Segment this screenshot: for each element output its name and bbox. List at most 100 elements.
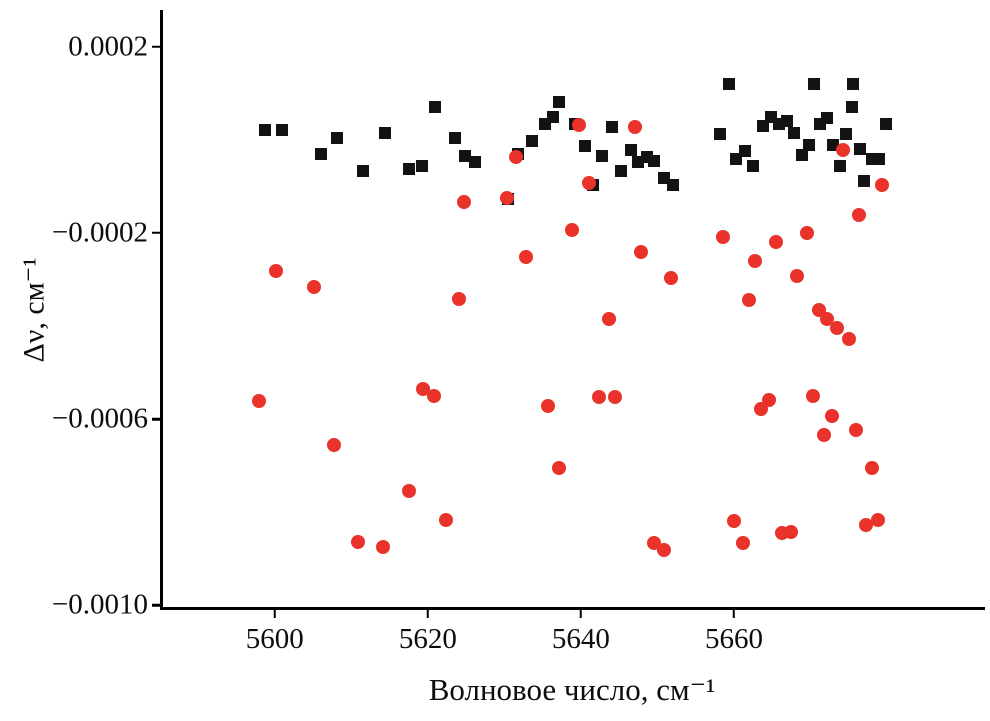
data-point-square bbox=[449, 132, 462, 145]
data-point-circle bbox=[351, 535, 366, 550]
data-point-circle bbox=[426, 389, 441, 404]
data-point-square bbox=[821, 112, 834, 125]
plot-area: 5600 5620 5640 5660 0.0002 −0.0002 −0.0006 −0.0… bbox=[52, 10, 985, 655]
x-axis-title: Волновое число, см⁻¹ bbox=[428, 672, 716, 707]
data-point-circle bbox=[790, 268, 805, 283]
data-point-circle bbox=[820, 311, 835, 326]
data-point-square bbox=[845, 101, 858, 114]
data-point-circle bbox=[376, 539, 391, 554]
data-point-circle bbox=[508, 150, 523, 165]
data-point-circle bbox=[540, 398, 555, 413]
data-point-circle bbox=[716, 230, 731, 245]
data-point-square bbox=[796, 149, 809, 162]
data-point-square bbox=[459, 150, 472, 163]
data-point-circle bbox=[742, 293, 757, 308]
data-point-square bbox=[258, 123, 271, 136]
data-point-square bbox=[880, 117, 893, 130]
data-point-square bbox=[606, 121, 619, 134]
data-point-circle bbox=[816, 427, 831, 442]
data-point-circle bbox=[736, 536, 751, 551]
data-point-circle bbox=[783, 524, 798, 539]
data-point-circle bbox=[634, 244, 649, 259]
data-point-circle bbox=[439, 512, 454, 527]
data-point-square bbox=[807, 77, 820, 90]
y-tick-label: −0.0006 bbox=[51, 402, 148, 435]
data-point-square bbox=[667, 178, 680, 191]
data-point-square bbox=[525, 135, 538, 148]
data-point-circle bbox=[824, 409, 839, 424]
data-point-square bbox=[578, 140, 591, 153]
data-point-circle bbox=[747, 253, 762, 268]
data-point-square bbox=[469, 156, 482, 169]
y-tick-mark bbox=[152, 45, 163, 48]
data-point-square bbox=[657, 171, 670, 184]
data-point-circle bbox=[835, 143, 850, 158]
data-point-square bbox=[403, 163, 416, 176]
y-tick-label: −0.0010 bbox=[51, 588, 148, 621]
data-point-circle bbox=[499, 190, 514, 205]
data-point-square bbox=[625, 144, 638, 157]
y-tick-label: 0.0002 bbox=[68, 30, 148, 63]
data-point-circle bbox=[830, 321, 845, 336]
data-point-square bbox=[547, 110, 560, 123]
data-point-circle bbox=[306, 279, 321, 294]
x-tick-label: 5640 bbox=[551, 623, 610, 655]
data-point-circle bbox=[572, 118, 587, 133]
data-point-circle bbox=[564, 223, 579, 238]
data-point-circle bbox=[251, 394, 266, 409]
data-point-square bbox=[747, 160, 760, 173]
data-point-square bbox=[378, 127, 391, 140]
data-point-circle bbox=[875, 177, 890, 192]
data-point-circle bbox=[452, 292, 467, 307]
data-point-circle bbox=[870, 512, 885, 527]
data-point-square bbox=[833, 160, 846, 173]
data-point-circle bbox=[848, 423, 863, 438]
data-point-circle bbox=[726, 514, 741, 529]
y-axis-title: Δν, см⁻¹ bbox=[17, 257, 51, 363]
x-tick-label: 5600 bbox=[245, 623, 304, 655]
data-point-square bbox=[840, 128, 853, 141]
data-point-circle bbox=[518, 249, 533, 264]
data-point-square bbox=[714, 128, 727, 141]
data-point-circle bbox=[402, 483, 417, 498]
data-point-circle bbox=[852, 207, 867, 222]
data-point-circle bbox=[552, 460, 567, 475]
data-point-circle bbox=[805, 389, 820, 404]
data-point-square bbox=[648, 155, 661, 168]
data-point-circle bbox=[628, 120, 643, 135]
y-tick-mark bbox=[152, 417, 163, 421]
data-point-square bbox=[780, 115, 793, 128]
data-point-square bbox=[873, 153, 886, 166]
data-point-square bbox=[847, 77, 860, 90]
data-point-square bbox=[858, 175, 871, 188]
data-point-circle bbox=[859, 517, 874, 532]
data-point-square bbox=[615, 164, 628, 177]
data-point-square bbox=[738, 145, 751, 158]
data-point-square bbox=[723, 77, 736, 90]
y-tick-mark bbox=[152, 603, 163, 607]
x-tick-mark bbox=[579, 607, 583, 618]
data-point-square bbox=[802, 139, 815, 152]
data-point-circle bbox=[268, 263, 283, 278]
data-point-circle bbox=[864, 460, 879, 475]
data-point-circle bbox=[799, 225, 814, 240]
data-point-square bbox=[595, 150, 608, 163]
data-point-circle bbox=[841, 331, 856, 346]
data-point-square bbox=[416, 160, 429, 173]
data-point-circle bbox=[592, 390, 607, 405]
data-point-circle bbox=[762, 392, 777, 407]
x-tick-mark bbox=[732, 607, 736, 618]
x-tick-label: 5660 bbox=[704, 623, 763, 655]
data-point-square bbox=[356, 164, 369, 177]
data-point-square bbox=[632, 156, 645, 169]
data-point-circle bbox=[656, 543, 671, 558]
y-tick-mark bbox=[152, 231, 163, 235]
data-point-circle bbox=[664, 271, 679, 286]
x-tick-mark bbox=[426, 607, 430, 618]
data-point-circle bbox=[582, 176, 597, 191]
data-point-square bbox=[429, 101, 442, 114]
data-point-square bbox=[854, 143, 867, 156]
data-point-square bbox=[788, 127, 801, 140]
data-point-circle bbox=[753, 402, 768, 417]
